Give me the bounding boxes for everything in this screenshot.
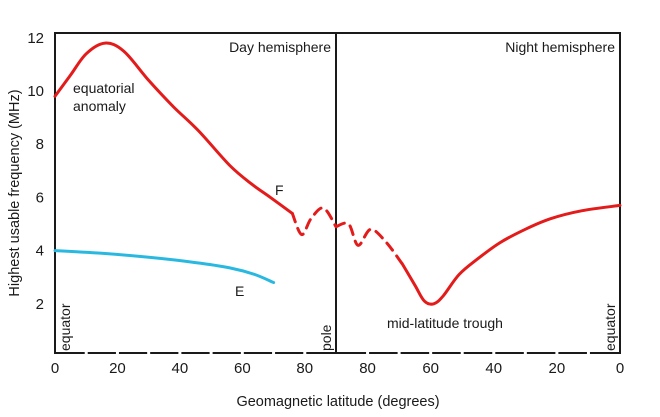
x-tick-marks (84, 351, 590, 355)
x-tick-label: 0 (616, 360, 624, 377)
x-tick-label: 60 (422, 360, 439, 377)
x-axis-title: Geomagnetic latitude (degrees) (236, 394, 439, 410)
x-tick-label: 40 (172, 360, 189, 377)
x-tick-label: 0 (51, 360, 59, 377)
f-layer-label: F (275, 182, 284, 198)
x-tick-label: 40 (485, 360, 502, 377)
equatorial-anomaly-label-line2: anomaly (73, 98, 126, 114)
x-tick-gap (429, 351, 433, 355)
x-tick-labels: 0 20 40 60 80 80 60 40 20 0 (51, 360, 624, 377)
day-hemisphere-label: Day hemisphere (229, 39, 331, 55)
equator-right-label: equator (602, 303, 618, 351)
y-axis-title: Highest usable frequency (MHz) (7, 89, 23, 296)
x-tick-label: 80 (296, 360, 313, 377)
series-line-f-polar-day (290, 206, 338, 237)
equator-left-label: equator (57, 303, 73, 351)
x-tick-gap (240, 351, 244, 355)
pole-label: pole (318, 324, 334, 351)
x-tick-gap (523, 351, 527, 355)
y-tick-label: 8 (36, 136, 44, 153)
series-line-f-polar-night (334, 221, 404, 266)
x-tick-gap (303, 351, 307, 355)
plot-frame (54, 32, 621, 354)
series-line-f-night (400, 203, 622, 306)
x-tick-gap (272, 351, 276, 355)
series-line-e (53, 249, 276, 284)
x-tick-gap (178, 351, 182, 355)
x-tick-gap (147, 351, 151, 355)
x-tick-label: 20 (109, 360, 126, 377)
x-tick-gap (460, 351, 464, 355)
x-tick-gap (209, 351, 213, 355)
x-tick-label: 80 (359, 360, 376, 377)
series-line-f (53, 41, 294, 215)
night-hemisphere-label: Night hemisphere (505, 39, 615, 55)
y-tick-label: 12 (27, 30, 44, 47)
x-tick-gap (492, 351, 496, 355)
y-tick-label: 4 (36, 243, 44, 260)
y-tick-label: 6 (36, 189, 44, 206)
y-tick-label: 10 (27, 83, 44, 100)
x-tick-gap (366, 351, 370, 355)
mid-latitude-trough-label: mid-latitude trough (387, 315, 503, 331)
x-tick-gap (84, 351, 88, 355)
y-tick-labels: 2 4 6 8 10 12 (27, 30, 44, 313)
series-group (53, 41, 622, 306)
equatorial-anomaly-label-line1: equatorial (73, 80, 135, 96)
x-tick-gap (555, 351, 559, 355)
x-tick-gap (115, 351, 119, 355)
x-tick-label: 60 (234, 360, 251, 377)
e-layer-label: E (235, 283, 244, 299)
x-tick-gap (397, 351, 401, 355)
x-tick-gap (586, 351, 590, 355)
y-tick-label: 2 (36, 296, 44, 313)
x-tick-label: 20 (549, 360, 566, 377)
